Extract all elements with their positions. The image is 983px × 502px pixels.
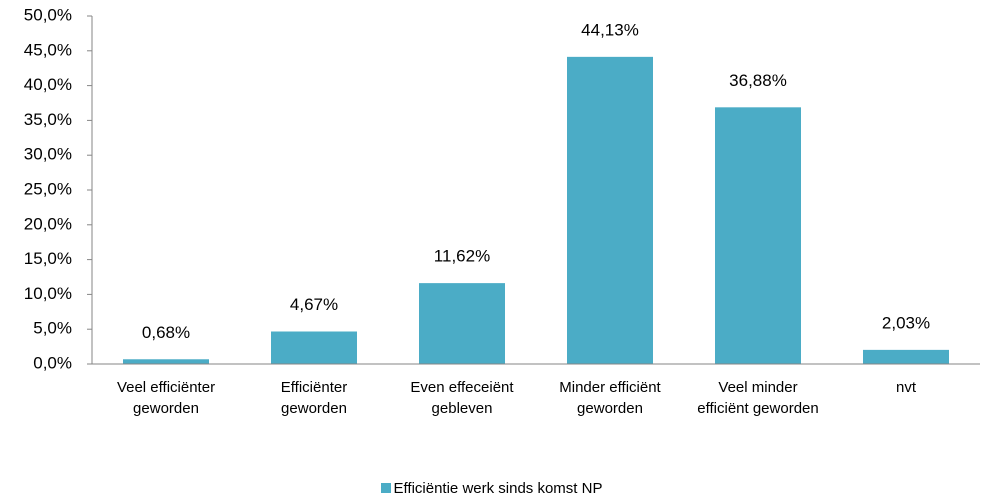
y-tick-label: 40,0% bbox=[24, 75, 72, 94]
bar bbox=[567, 56, 653, 365]
bar bbox=[123, 359, 209, 364]
legend: Efficiëntie werk sinds komst NP bbox=[0, 480, 983, 497]
value-label: 2,03% bbox=[882, 313, 930, 332]
y-tick-label: 0,0% bbox=[33, 353, 72, 372]
legend-label: Efficiëntie werk sinds komst NP bbox=[393, 480, 603, 497]
bar bbox=[863, 349, 949, 364]
y-tick-label: 20,0% bbox=[24, 214, 72, 233]
x-tick-label: Even effeceiënt gebleven bbox=[410, 379, 514, 417]
value-label: 11,62% bbox=[434, 247, 490, 266]
y-tick-label: 25,0% bbox=[24, 179, 72, 198]
value-label: 36,88% bbox=[729, 71, 787, 90]
x-tick-label: nvt bbox=[895, 379, 916, 396]
x-tick-label: Efficiënter geworden bbox=[280, 379, 348, 417]
x-tick-label: Veel efficiënter geworden bbox=[116, 379, 216, 417]
y-tick-label: 15,0% bbox=[24, 249, 72, 268]
x-tick-label: Minder efficiënt geworden bbox=[559, 379, 661, 417]
y-tick-label: 50,0% bbox=[24, 5, 72, 24]
value-label: 44,13% bbox=[581, 20, 639, 39]
bar bbox=[419, 283, 505, 364]
y-tick-label: 10,0% bbox=[24, 284, 72, 303]
bar bbox=[271, 331, 357, 364]
value-label: 4,67% bbox=[290, 295, 338, 314]
x-tick-label: Veel minder efficiënt geworden bbox=[697, 379, 819, 417]
legend-swatch bbox=[380, 483, 391, 493]
value-label: 0,68% bbox=[142, 323, 190, 342]
y-tick-label: 30,0% bbox=[24, 145, 72, 164]
bar bbox=[715, 107, 801, 365]
y-tick-label: 5,0% bbox=[33, 319, 72, 338]
y-tick-label: 35,0% bbox=[24, 110, 72, 129]
y-tick-label: 45,0% bbox=[24, 40, 72, 59]
